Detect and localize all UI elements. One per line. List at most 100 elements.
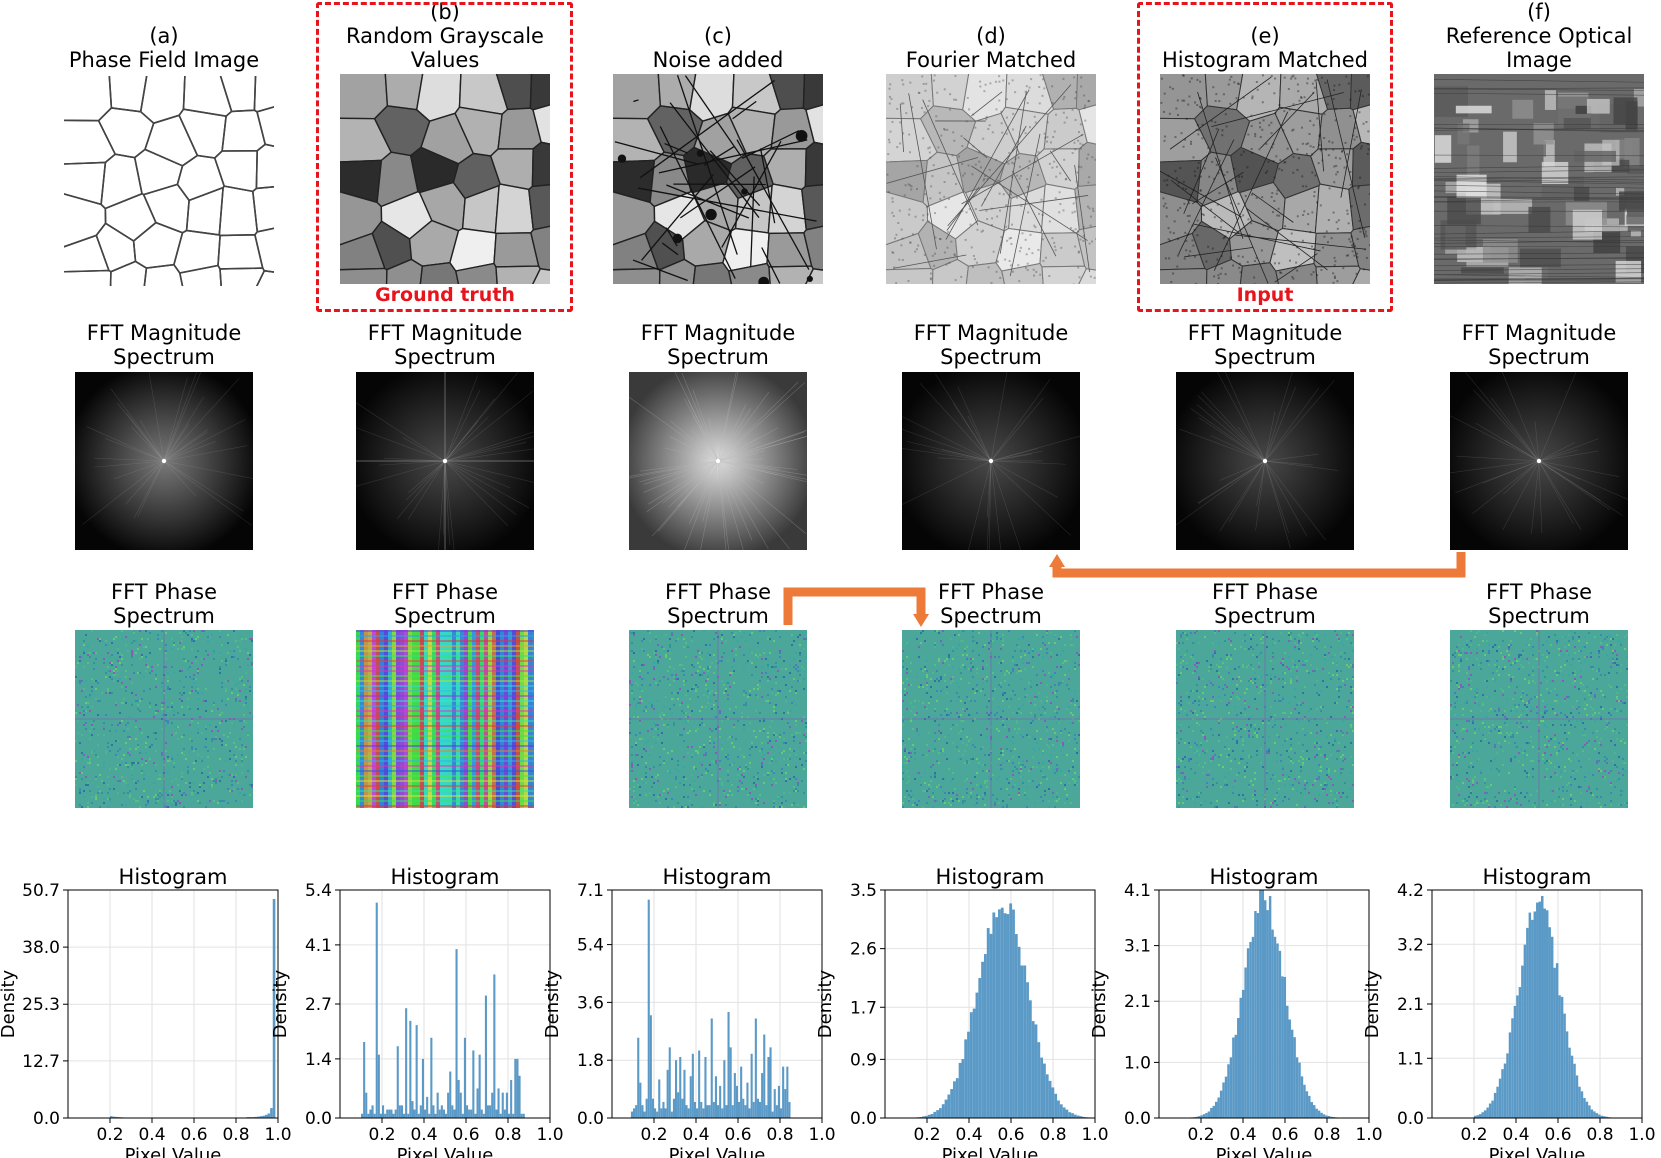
magnitude-spectrum-2	[629, 372, 807, 550]
histogram-bar	[1325, 1115, 1328, 1118]
histogram-bar	[1293, 1037, 1296, 1118]
histogram-bar	[958, 1062, 962, 1118]
histogram-bar	[1330, 1116, 1333, 1118]
histogram-bar	[1513, 1005, 1517, 1118]
histogram-bar	[784, 1089, 787, 1118]
histogram-bar	[1246, 948, 1250, 1118]
y-tick-label: 3.6	[577, 993, 604, 1013]
magnitude-spectrum-4	[1176, 372, 1354, 550]
y-tick-label: 2.1	[1124, 992, 1151, 1012]
histogram-bar	[708, 1105, 711, 1118]
histogram-bar	[1496, 1086, 1499, 1118]
histogram-bar	[373, 1113, 376, 1118]
histogram-bar	[775, 1105, 778, 1118]
histogram-bar	[1583, 1097, 1586, 1118]
magnitude-title-line: FFT Magnitude	[367, 321, 523, 345]
magnitude-title-line: FFT Magnitude	[913, 321, 1069, 345]
histogram-bar	[1578, 1086, 1581, 1118]
histogram-bar	[394, 1109, 397, 1118]
panel-title-4: (e) Histogram Matched	[1125, 24, 1405, 72]
panel-title-line: Values	[410, 48, 480, 72]
histogram-bar	[390, 1109, 393, 1118]
histogram-bar	[1603, 1116, 1606, 1118]
histogram-bar	[1234, 1034, 1238, 1118]
histogram-bar	[1026, 982, 1029, 1118]
histogram-bar	[1059, 1104, 1063, 1118]
histogram-bar	[975, 992, 979, 1118]
magnitude-title-4: FFT Magnitude Spectrum	[1125, 321, 1405, 369]
magnitude-title-line: Spectrum	[1488, 345, 1590, 369]
histogram-bar	[746, 1082, 749, 1118]
histogram-bar	[777, 1085, 780, 1118]
histogram-bar	[505, 1092, 508, 1118]
histogram-bar	[1303, 1084, 1306, 1118]
histogram-bar	[656, 1111, 659, 1118]
magnitude-title-line: FFT Magnitude	[1187, 321, 1343, 345]
y-tick-label: 0.0	[1397, 1109, 1424, 1129]
histogram-bar	[499, 1113, 502, 1118]
histogram-bar	[430, 1037, 433, 1118]
panel-title-line: Image	[1506, 48, 1572, 72]
histogram-bar	[773, 1089, 776, 1118]
magnitude-title-line: Spectrum	[940, 345, 1042, 369]
histogram-bar	[769, 1047, 772, 1118]
histogram-bar	[1023, 965, 1027, 1118]
histogram-bar	[478, 1054, 481, 1118]
panel-title-1: (b) Random Grayscale Values	[305, 0, 585, 72]
histogram-bar	[403, 1113, 406, 1118]
histogram-bar	[264, 1114, 268, 1118]
histogram-bar	[1281, 976, 1284, 1118]
histogram-bar	[1595, 1113, 1599, 1118]
magnitude-spectrum-0	[75, 372, 253, 550]
histogram-bar	[1488, 1103, 1492, 1118]
histogram-bar	[1034, 1024, 1038, 1118]
histogram-bar	[510, 1080, 513, 1118]
histogram-bar	[398, 1105, 401, 1118]
histogram-bar	[1244, 967, 1247, 1118]
histogram-bar	[436, 1092, 439, 1118]
histogram-bar	[363, 1042, 366, 1118]
histogram-bar	[1237, 1018, 1240, 1118]
histogram-bar	[947, 1094, 951, 1118]
histogram-bar	[936, 1110, 939, 1118]
x-axis-label: Pixel Value	[942, 1145, 1039, 1158]
histogram-bar	[1256, 913, 1260, 1118]
histogram-bar	[415, 1025, 418, 1118]
histogram-bar	[1003, 913, 1007, 1118]
histogram-bar	[262, 1115, 265, 1118]
histogram-bar	[257, 1116, 260, 1118]
magnitude-title-line: Spectrum	[113, 345, 215, 369]
histogram-bar	[756, 1098, 759, 1118]
histogram-bar	[1553, 967, 1556, 1118]
x-tick-label: 0.2	[640, 1125, 667, 1145]
magnitude-title-3: FFT Magnitude Spectrum	[851, 321, 1131, 369]
histogram-bar	[924, 1115, 928, 1118]
histogram-bar	[1037, 1042, 1041, 1118]
fourier-matched-image	[886, 74, 1096, 284]
histogram-bar	[1082, 1116, 1086, 1118]
histogram-bar	[922, 1116, 925, 1118]
histogram-bar	[1531, 919, 1534, 1118]
histogram-bar	[672, 1098, 675, 1118]
histogram-bar	[668, 1047, 671, 1118]
y-tick-label: 3.2	[1397, 935, 1424, 955]
histogram-bar	[1073, 1114, 1077, 1118]
histogram-bar	[712, 1101, 715, 1118]
magnitude-transfer-arrow	[1052, 552, 1466, 578]
histogram-bar	[1276, 943, 1279, 1118]
y-tick-label: 12.7	[22, 1052, 60, 1072]
histogram-bar	[1000, 907, 1004, 1118]
magnitude-title-1: FFT Magnitude Spectrum	[305, 321, 585, 369]
histogram-bar	[630, 1111, 633, 1118]
magnitude-spectrum-1	[356, 372, 534, 550]
histogram-bar	[981, 961, 984, 1118]
histogram-bar	[379, 1113, 382, 1118]
magnitude-transfer-arrowhead	[1049, 554, 1065, 567]
histogram-bar	[1501, 1069, 1504, 1118]
histogram-bar	[938, 1108, 942, 1118]
histogram-bar	[361, 1113, 364, 1118]
histogram-bar	[1062, 1107, 1066, 1118]
phase-title-line: Spectrum	[113, 604, 215, 628]
histogram-bar	[1588, 1105, 1591, 1118]
